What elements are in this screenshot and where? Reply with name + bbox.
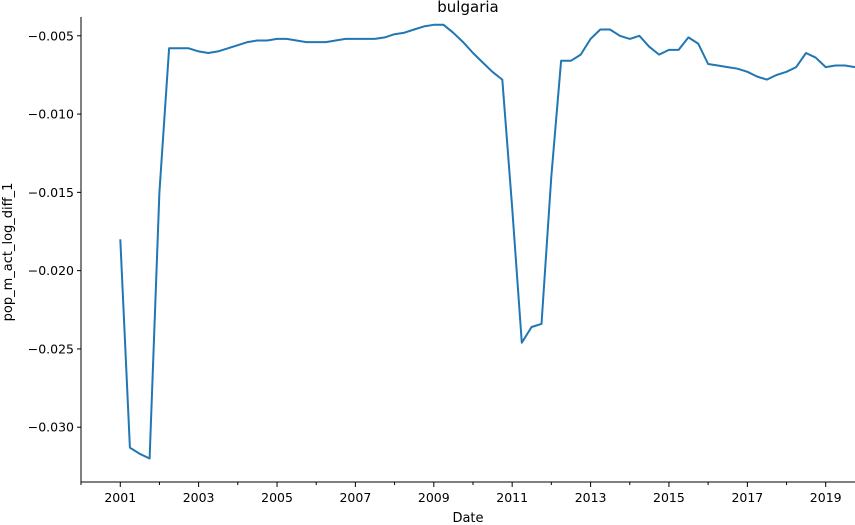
series-layer xyxy=(119,23,855,460)
x-tick-label: 2003 xyxy=(183,490,215,505)
x-tick-label: 2017 xyxy=(731,490,763,505)
x-tick-label: 2013 xyxy=(575,490,607,505)
y-tick-label: −0.025 xyxy=(28,341,74,356)
x-tick-label: 2011 xyxy=(496,490,528,505)
y-tick-label: −0.010 xyxy=(28,107,74,122)
y-tick-label: −0.030 xyxy=(28,420,74,435)
x-tick-label: 2007 xyxy=(339,490,371,505)
series-line xyxy=(119,23,855,460)
x-tick-label: 2015 xyxy=(653,490,685,505)
x-axis: 2001 2003 2005 2007 2009 2011 2013 2015 2017 2019 xyxy=(80,481,855,505)
y-tick-label: −0.015 xyxy=(28,185,74,200)
x-tick-label: 2005 xyxy=(261,490,293,505)
y-axis: −0.005 −0.010 −0.015 −0.020 −0.025 −0.030 xyxy=(28,17,82,482)
y-axis-title: pop_m_act_log_diff_1 xyxy=(1,183,16,322)
y-tick-label: −0.020 xyxy=(28,263,74,278)
y-tick-label: −0.005 xyxy=(28,28,74,43)
x-axis-title: Date xyxy=(452,511,483,525)
plot-background xyxy=(81,17,855,482)
x-tick-label: 2001 xyxy=(104,490,136,505)
x-tick-label: 2019 xyxy=(810,490,842,505)
chart-title: bulgaria xyxy=(437,0,498,16)
x-tick-label: 2009 xyxy=(418,490,450,505)
